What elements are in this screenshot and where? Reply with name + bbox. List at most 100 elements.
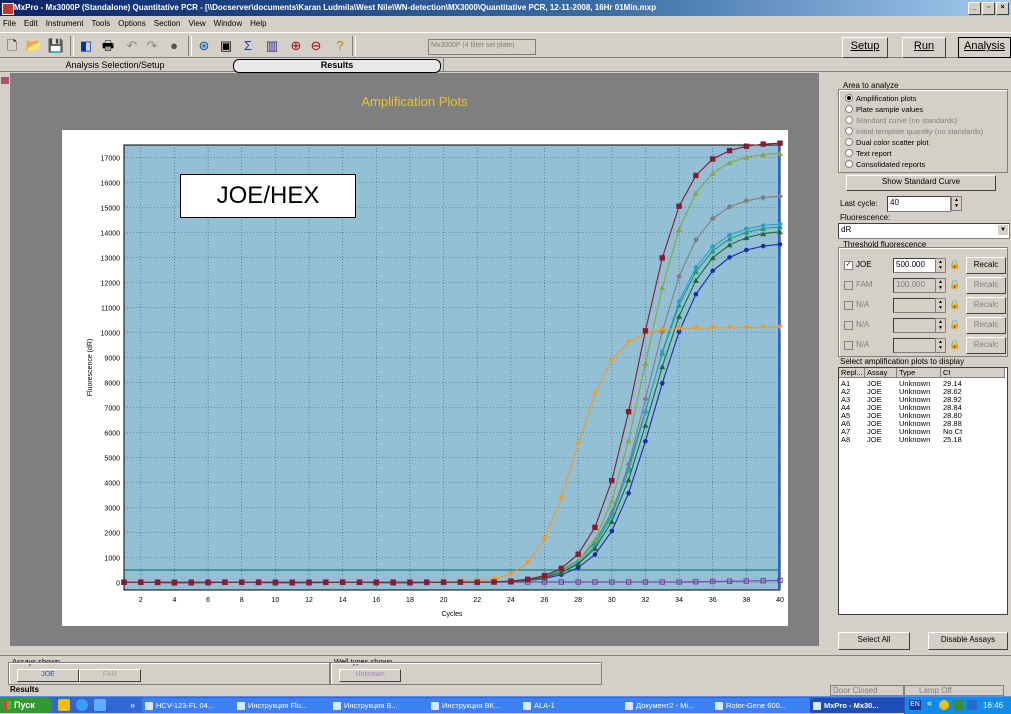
lock-icon[interactable]: 🔒 (949, 319, 961, 329)
last-cycle-field[interactable]: 40 (887, 196, 951, 212)
table-row[interactable]: A2 JOE Unknown 28.62 (839, 388, 1005, 396)
taskbar-item[interactable]: ALA-1 (520, 698, 630, 713)
taskbar-item[interactable]: HCV-123-FL 04... (142, 698, 244, 713)
analysis-option-6[interactable]: Consolidated reports (845, 160, 925, 169)
disable-assays-button[interactable]: Disable Assays (928, 632, 1008, 650)
taskbar-item[interactable]: Инструкция ВК... (428, 698, 530, 713)
restore-button[interactable]: ▫ (982, 2, 995, 15)
radio-icon[interactable] (845, 94, 853, 102)
redo-icon[interactable]: ↷ (146, 38, 158, 53)
threshold-checkbox-1[interactable] (844, 281, 853, 290)
threshold-spinner[interactable]: ▲ ▼ (935, 278, 946, 293)
threshold-value-field[interactable] (893, 298, 937, 313)
menu-window[interactable]: Window (213, 19, 243, 28)
start-button[interactable]: Пуск (0, 697, 52, 713)
table-row[interactable]: A3 JOE Unknown 28.92 (839, 396, 1005, 404)
threshold-value-field[interactable] (893, 338, 937, 353)
save-icon[interactable]: 💾 (47, 38, 65, 53)
threshold-checkbox-2[interactable] (844, 301, 853, 310)
radio-icon[interactable] (845, 160, 853, 168)
analysis-option-0[interactable]: Amplification plots (845, 94, 916, 103)
threshold-value-field[interactable]: 500.000 (893, 258, 937, 273)
lock-icon[interactable]: 🔒 (949, 259, 961, 269)
minimize-button[interactable]: _ (968, 2, 981, 15)
close-button[interactable]: × (996, 2, 1009, 15)
threshold-spinner[interactable]: ▲ ▼ (935, 258, 946, 273)
recalc-button[interactable]: Recalc (966, 277, 1006, 294)
table-row[interactable]: A6 JOE Unknown 28.88 (839, 420, 1005, 428)
menu-instrument[interactable]: Instrument (45, 19, 84, 28)
overflow-chevron-icon[interactable]: » (130, 700, 136, 710)
col-header-assay[interactable]: Assay (865, 368, 897, 378)
analysis-option-3[interactable]: Initial template quantity (no standards) (845, 127, 983, 136)
table-row[interactable]: A4 JOE Unknown 28.84 (839, 404, 1005, 412)
quicklaunch-icon[interactable] (58, 699, 70, 711)
fluorescence-select[interactable]: dR ▼ (838, 223, 1010, 239)
menu-section[interactable]: Section (153, 19, 181, 28)
recalc-button[interactable]: Recalc (966, 257, 1006, 274)
select-all-button[interactable]: Select All (838, 632, 910, 650)
lock-icon[interactable]: 🔒 (949, 299, 961, 309)
threshold-value-field[interactable] (893, 318, 937, 333)
col-header-type[interactable]: Type (897, 368, 941, 378)
lock-icon[interactable]: 🔒 (949, 339, 961, 349)
threshold-spinner[interactable]: ▲ ▼ (935, 318, 946, 333)
assay-fam-toggle[interactable]: FAM (79, 669, 141, 682)
new-file-icon[interactable]: 🗋 (6, 38, 18, 53)
stop-icon[interactable]: ● (170, 38, 178, 53)
analysis-option-1[interactable]: Plate sample values (845, 105, 923, 114)
zoom-out-icon[interactable]: ⊖ (310, 38, 322, 53)
tab-results[interactable]: Results (233, 59, 441, 73)
replicate-icon[interactable]: ▣ (219, 38, 233, 53)
taskbar-item[interactable]: Инструкция Flu... (234, 698, 340, 713)
radio-icon[interactable] (845, 138, 853, 146)
assay-joe-toggle[interactable]: JOE (17, 669, 79, 682)
table-row[interactable]: A8 JOE Unknown 25.18 (839, 436, 1005, 444)
sigma-delta-icon[interactable]: Σ (243, 38, 253, 53)
analysis-button[interactable]: Analysis (958, 37, 1011, 58)
radio-icon[interactable] (845, 105, 853, 113)
col-header-ct[interactable]: Ct (941, 368, 1005, 378)
browser-icon[interactable] (76, 699, 88, 711)
analysis-option-5[interactable]: Text report (845, 149, 891, 158)
setup-button[interactable]: Setup (842, 37, 888, 58)
analysis-option-4[interactable]: Dual color scatter plot (845, 138, 929, 147)
taskbar-item[interactable]: MxPro - Mx30... (810, 698, 914, 713)
threshold-value-field[interactable]: 100.000 (893, 278, 937, 293)
well-type-unknown-toggle[interactable]: Unknown (339, 669, 401, 682)
table-row[interactable]: A1 JOE Unknown 29.14 (839, 380, 1005, 388)
recalc-button[interactable]: Recalc (966, 297, 1006, 314)
zoom-in-icon[interactable]: ⊕ (290, 38, 302, 53)
menu-edit[interactable]: Edit (23, 19, 38, 28)
run-button[interactable]: Run (902, 37, 946, 58)
instrument-icon[interactable]: ▥ (265, 38, 279, 53)
tray-expand-icon[interactable]: « (927, 698, 933, 708)
threshold-checkbox-4[interactable] (844, 341, 853, 350)
tray-app-icon[interactable] (967, 700, 977, 710)
show-standard-curve-button[interactable]: Show Standard Curve (846, 175, 996, 191)
taskbar-item[interactable]: Rotor-Gene 600... (712, 698, 820, 713)
recalc-button[interactable]: Recalc (966, 337, 1006, 354)
last-cycle-spinner[interactable]: ▲ ▼ (951, 196, 962, 211)
menu-options[interactable]: Options (118, 19, 146, 28)
threshold-spinner[interactable]: ▲ ▼ (935, 298, 946, 313)
radio-icon[interactable] (845, 127, 853, 135)
tray-star-icon[interactable] (939, 700, 949, 710)
lock-icon[interactable]: 🔒 (949, 279, 961, 289)
threshold-spinner[interactable]: ▲ ▼ (935, 338, 946, 353)
radio-icon[interactable] (845, 149, 853, 157)
menu-file[interactable]: File (3, 19, 16, 28)
instrument-select[interactable]: Mx3000P (4 filter set plate) (428, 39, 536, 55)
tab-analysis-selection[interactable]: Analysis Selection/Setup (65, 60, 165, 70)
recalc-button[interactable]: Recalc (966, 317, 1006, 334)
help-icon[interactable]: ? (336, 38, 344, 53)
print-icon[interactable]: 🖶 (101, 38, 115, 53)
taskbar-item[interactable]: Инструкция В... (330, 698, 438, 713)
analysis-option-2[interactable]: Standard curve (no standards) (845, 116, 957, 125)
threshold-checkbox-0[interactable]: ✓ (844, 261, 853, 270)
amplification-chart[interactable]: 0 1000 2000 3000 4000 5000 6000 7000 8000 9000 100… (62, 130, 788, 626)
tray-network-icon[interactable] (953, 700, 963, 710)
table-row[interactable]: A7 JOE Unknown No Ct (839, 428, 1005, 436)
col-header-repl[interactable]: Repl... (839, 368, 865, 378)
menu-tools[interactable]: Tools (91, 19, 111, 28)
